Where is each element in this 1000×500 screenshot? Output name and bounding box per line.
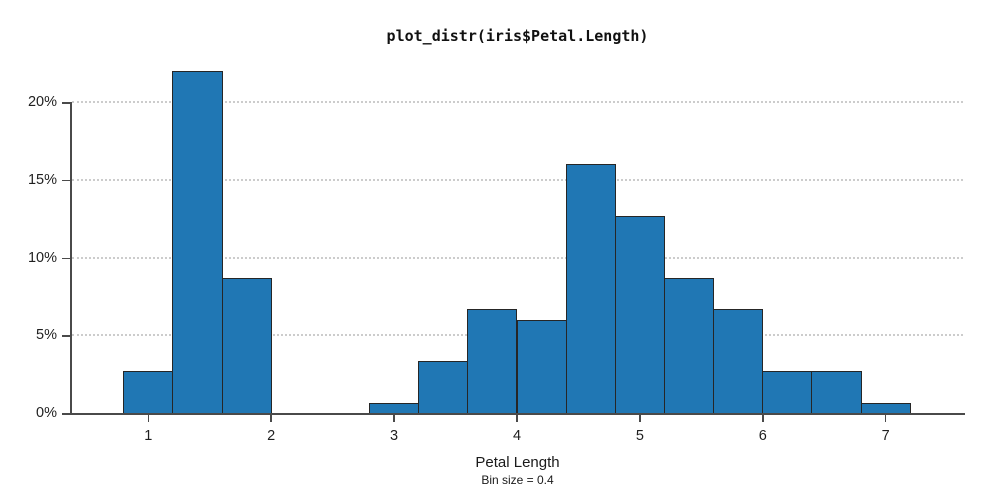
histogram-bar — [663, 278, 715, 414]
histogram-bar — [123, 371, 174, 414]
y-axis-line — [70, 102, 72, 415]
y-tick-label: 15% — [27, 171, 57, 188]
x-axis-label: Petal Length — [475, 454, 560, 471]
histogram-bar — [614, 215, 665, 414]
y-tick-label: 20% — [27, 94, 57, 110]
x-axis-line — [70, 413, 965, 415]
bin-size-label: Bin size = 0.4 — [481, 473, 554, 487]
x-tick — [147, 414, 150, 422]
y-tick — [62, 257, 70, 259]
histogram-bar — [516, 319, 567, 414]
gridline — [72, 178, 963, 181]
y-tick — [62, 179, 70, 182]
histogram-bar — [762, 371, 813, 414]
chart-title: plot_distr(iris$Petal.Length) — [386, 27, 649, 45]
histogram-bar — [565, 164, 616, 414]
y-tick-label: 5% — [36, 327, 57, 344]
histogram-bar — [418, 361, 469, 414]
histogram-bar — [221, 278, 272, 414]
x-tick — [516, 414, 518, 422]
histogram-bar — [467, 309, 518, 414]
histogram-bar — [713, 309, 764, 414]
y-tick-label: 10% — [27, 249, 57, 266]
histogram-bar — [811, 371, 862, 414]
y-tick — [62, 102, 70, 104]
y-tick — [62, 413, 70, 415]
x-tick — [762, 414, 764, 422]
y-tick-label: 0% — [36, 405, 57, 421]
gridline — [72, 256, 963, 259]
x-tick-label: 3 — [390, 428, 399, 444]
x-tick-label: 1 — [144, 428, 153, 444]
x-tick-label: 7 — [881, 428, 890, 444]
x-tick-label: 6 — [758, 428, 767, 444]
x-tick — [884, 414, 887, 422]
y-tick — [62, 335, 70, 337]
histogram-bar — [172, 70, 223, 414]
x-tick-label: 2 — [267, 428, 276, 444]
x-tick — [270, 414, 272, 422]
x-tick-label: 4 — [512, 428, 522, 444]
x-tick — [393, 414, 395, 422]
x-tick — [639, 414, 641, 422]
x-tick-label: 5 — [635, 428, 644, 444]
gridline — [72, 101, 963, 103]
